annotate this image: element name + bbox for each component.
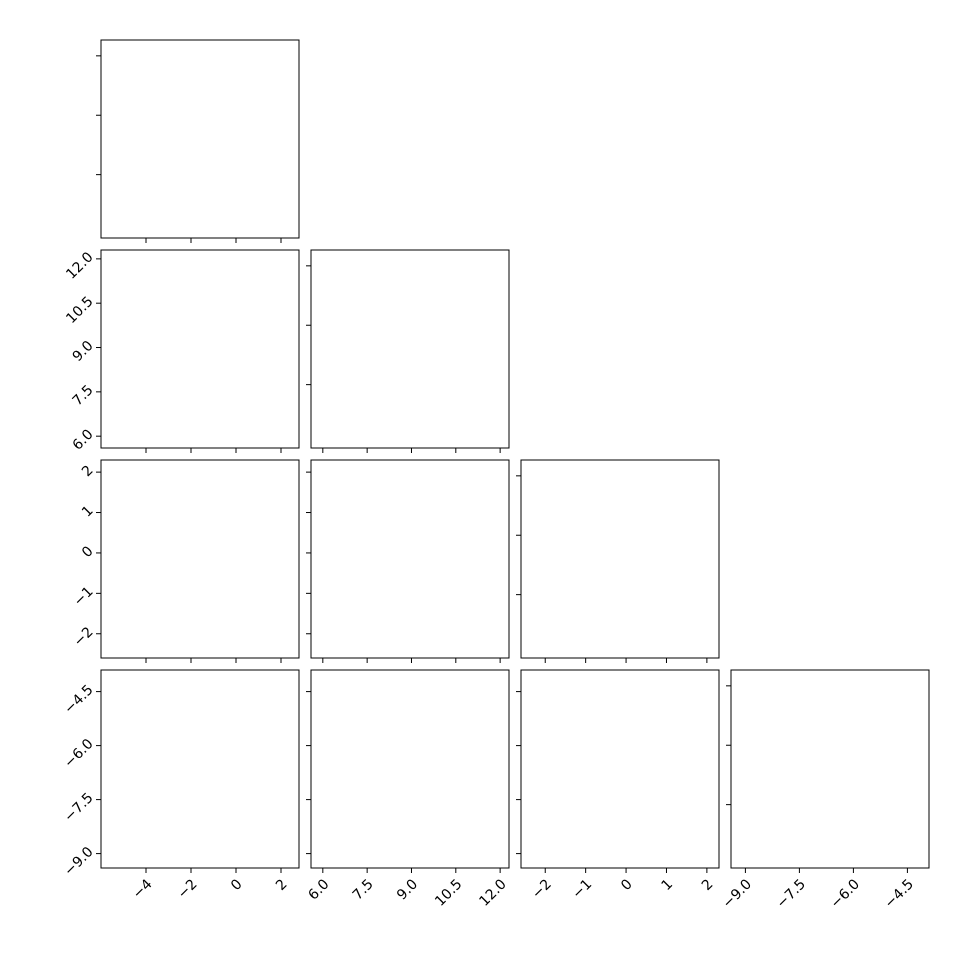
x-tick-label: 9.0 bbox=[394, 876, 421, 903]
y-tick-label: −9.0 bbox=[61, 844, 96, 879]
y-tick-label: −1 bbox=[71, 584, 97, 610]
x-tick-label: 7.5 bbox=[350, 876, 377, 903]
panel-3-0: −4 −2 0 2 −9.0 −7.5 −6.0 −4.5 bbox=[61, 669, 300, 902]
y-tick-label: 12.0 bbox=[63, 249, 96, 282]
x-tick-label: 10.5 bbox=[432, 876, 465, 909]
x-tick-label: −2 bbox=[529, 876, 555, 902]
y-tick-label: −6.0 bbox=[61, 736, 96, 771]
x-tick-label: −7.5 bbox=[774, 876, 809, 911]
x-tick-label: 2 bbox=[273, 876, 291, 894]
x-tick-label: 0 bbox=[618, 876, 636, 894]
axes-frame bbox=[310, 249, 510, 449]
panel-3-3: −9.0 −7.5 −6.0 −4.5 bbox=[720, 669, 930, 912]
panel-1-1 bbox=[306, 249, 510, 453]
x-tick-label: 6.0 bbox=[305, 876, 332, 903]
axes-frame bbox=[100, 39, 300, 239]
panel-3-1: 6.0 7.5 9.0 10.5 12.0 bbox=[305, 669, 510, 910]
panel-2-0: −2 −1 0 1 2 bbox=[71, 459, 300, 663]
x-tick-label: −9.0 bbox=[720, 876, 755, 911]
x-tick-label: 0 bbox=[228, 876, 246, 894]
y-tick-label: 2 bbox=[79, 462, 97, 480]
y-tick-label: 6.0 bbox=[70, 427, 97, 454]
y-tick-label: 10.5 bbox=[63, 294, 96, 327]
y-tick-label: −7.5 bbox=[61, 790, 96, 825]
x-tick-label: 12.0 bbox=[476, 876, 509, 909]
y-tick-label: −2 bbox=[71, 624, 97, 650]
panel-2-2 bbox=[516, 459, 720, 663]
y-tick-label: 0 bbox=[79, 543, 97, 561]
axes-frame bbox=[310, 669, 510, 869]
x-tick-label: 1 bbox=[659, 876, 677, 894]
panel-0-0 bbox=[96, 39, 300, 243]
axes-frame bbox=[100, 669, 300, 869]
y-tick-label: 7.5 bbox=[70, 382, 97, 409]
y-tick-label: −4.5 bbox=[61, 682, 96, 717]
axes-frame bbox=[520, 459, 720, 659]
x-tick-label: −6.0 bbox=[828, 876, 863, 911]
axes-frame bbox=[520, 669, 720, 869]
panel-1-0: 6.0 7.5 9.0 10.5 12.0 bbox=[63, 249, 300, 454]
panel-3-2: −2 −1 0 1 2 bbox=[516, 669, 720, 902]
y-tick-label: 1 bbox=[79, 503, 97, 521]
x-tick-label: −4 bbox=[130, 876, 156, 902]
axes-frame bbox=[100, 249, 300, 449]
axes-frame bbox=[730, 669, 930, 869]
x-tick-label: 2 bbox=[699, 876, 717, 894]
x-tick-label: −4.5 bbox=[882, 876, 917, 911]
x-tick-label: −2 bbox=[175, 876, 201, 902]
y-tick-label: 9.0 bbox=[70, 338, 97, 365]
x-tick-label: −1 bbox=[569, 876, 595, 902]
axes-frame bbox=[310, 459, 510, 659]
axes-frame bbox=[100, 459, 300, 659]
panel-2-1 bbox=[306, 459, 510, 663]
